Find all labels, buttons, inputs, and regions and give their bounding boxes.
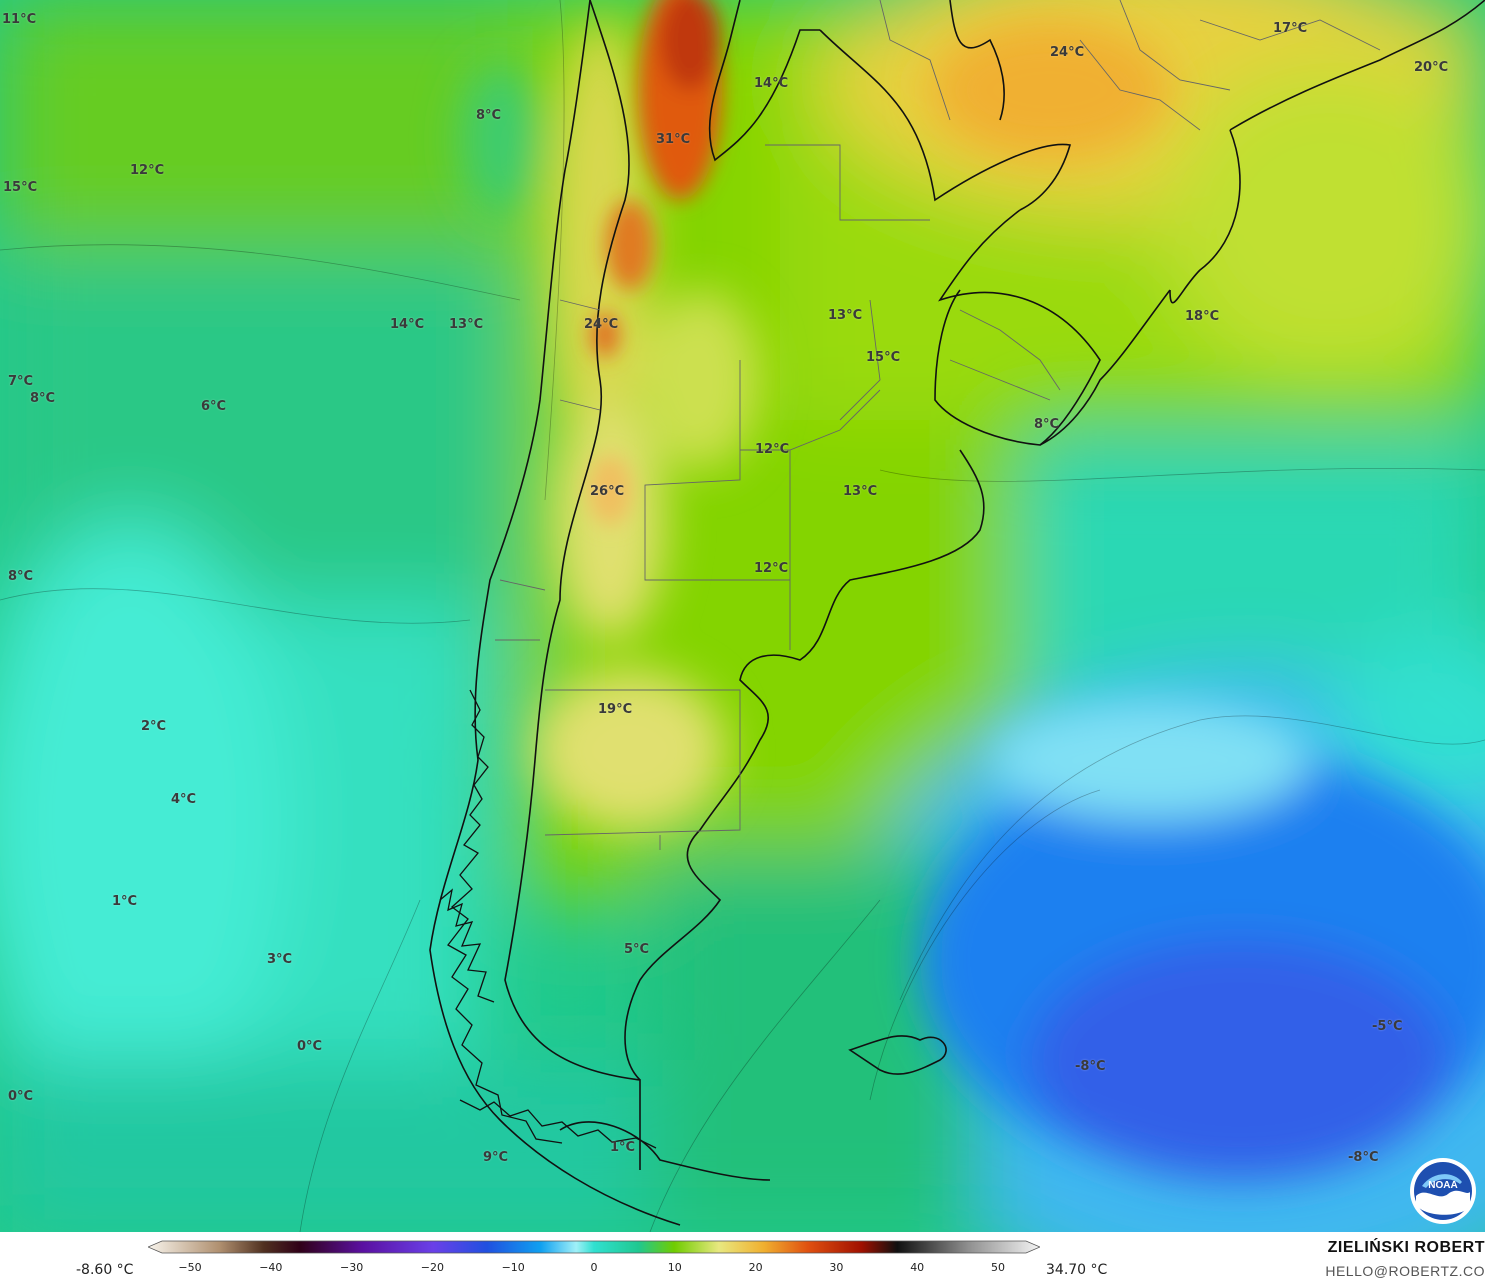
map-canvas bbox=[0, 0, 1485, 1232]
temperature-label: 26°C bbox=[590, 484, 625, 499]
temperature-label: 24°C bbox=[584, 317, 619, 332]
temperature-label: 12°C bbox=[755, 442, 790, 457]
temperature-label: 2°C bbox=[141, 719, 167, 734]
temperature-label: 4°C bbox=[171, 792, 197, 807]
colorbar-tick-label: 10 bbox=[667, 1261, 682, 1274]
chile-fjords bbox=[439, 689, 657, 1149]
temperature-label: 6°C bbox=[201, 399, 227, 414]
temperature-label: 31°C bbox=[656, 132, 691, 147]
temperature-label: 11°C bbox=[2, 12, 37, 27]
colorbar-tick-label: −20 bbox=[420, 1261, 444, 1274]
temperature-label: 5°C bbox=[624, 942, 650, 957]
temperature-map: 11°C 8°C 14°C 24°C 17°C 20°C 12°C 31°C 15°C 14°C 1… bbox=[0, 0, 1485, 1232]
svg-text:NOAA: NOAA bbox=[1428, 1180, 1457, 1191]
temperature-label: 14°C bbox=[754, 76, 789, 91]
temperature-label: 1°C bbox=[610, 1140, 636, 1155]
temperature-label: 8°C bbox=[1034, 417, 1060, 432]
temperature-label: 0°C bbox=[8, 1089, 34, 1104]
country-borders bbox=[429, 0, 1485, 1226]
temperature-label: -8°C bbox=[1348, 1150, 1379, 1165]
temperature-label: 8°C bbox=[30, 391, 56, 406]
temperature-label: 8°C bbox=[476, 108, 502, 123]
colorbar-tick-label: −40 bbox=[259, 1261, 283, 1274]
temperature-label: 13°C bbox=[828, 308, 863, 323]
temperature-label: 15°C bbox=[3, 180, 38, 195]
temperature-label: 7°C bbox=[8, 374, 34, 389]
temperature-label: 9°C bbox=[483, 1150, 509, 1165]
colorbar-tick-label: −30 bbox=[339, 1261, 364, 1274]
temperature-label: 13°C bbox=[843, 484, 878, 499]
temperature-label: 14°C bbox=[390, 317, 425, 332]
legend-footer: -8.60 °C bbox=[0, 1232, 1485, 1287]
province-borders bbox=[495, 0, 1381, 850]
credit-email: HELLO@ROBERTZ.CO bbox=[1325, 1263, 1485, 1279]
temperature-label: 12°C bbox=[130, 163, 165, 178]
colorbar-tick-label: −10 bbox=[501, 1261, 525, 1274]
temperature-label: 19°C bbox=[598, 702, 633, 717]
colorbar-tick-label: 20 bbox=[748, 1261, 763, 1274]
temperature-label: 8°C bbox=[8, 569, 34, 584]
temperature-label: 20°C bbox=[1414, 60, 1449, 75]
temperature-label: -5°C bbox=[1372, 1019, 1403, 1034]
temperature-label: 12°C bbox=[754, 561, 789, 576]
colorbar-tick-label: 0 bbox=[590, 1261, 598, 1274]
temperature-label: 0°C bbox=[297, 1039, 323, 1054]
temperature-label: 15°C bbox=[866, 350, 901, 365]
temperature-label: 13°C bbox=[449, 317, 484, 332]
credit-name: ZIELIŃSKI ROBERT bbox=[1327, 1239, 1485, 1256]
max-temperature-label: 34.70 °C bbox=[1046, 1262, 1108, 1278]
temperature-label: 17°C bbox=[1273, 21, 1308, 36]
colorbar-tick-label: 50 bbox=[991, 1261, 1005, 1274]
contour-lines bbox=[0, 0, 1485, 1232]
temperature-label: 3°C bbox=[267, 952, 293, 967]
colorbar-tick-label: −50 bbox=[178, 1261, 202, 1274]
colorbar-tick-label: 30 bbox=[829, 1261, 844, 1274]
temperature-label: -8°C bbox=[1075, 1059, 1106, 1074]
min-temperature-label: -8.60 °C bbox=[76, 1262, 134, 1278]
temperature-label: 1°C bbox=[112, 894, 138, 909]
temperature-label: 18°C bbox=[1185, 309, 1220, 324]
colorbar bbox=[148, 1240, 1040, 1254]
temperature-label: 24°C bbox=[1050, 45, 1085, 60]
noaa-logo-icon: NOAA bbox=[1408, 1156, 1478, 1226]
colorbar-tick-label: 40 bbox=[910, 1261, 925, 1274]
